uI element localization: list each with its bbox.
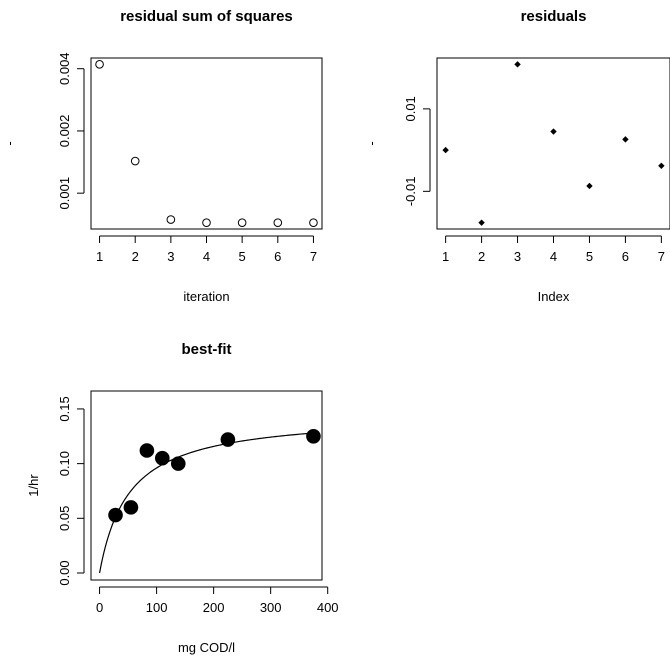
rss-x-tick-label: 1 [96,249,103,264]
bestfit-x-tick-label: 400 [317,600,339,615]
rss-x-tick-label: 6 [274,249,281,264]
residuals-point [586,182,593,190]
rss-x-tick-label: 3 [167,249,174,264]
rss-point [273,218,283,227]
rss-point [95,60,104,69]
rss-points [95,60,318,227]
bestfit-y-axis: 0.00 0.05 0.10 0.15 [57,396,85,586]
bestfit-y-tick-label: 0.00 [57,560,72,585]
bestfit-x-tick-label: 0 [96,600,103,615]
bestfit-fit-curve [98,432,314,574]
bestfit-x-axis-label: mg COD/l [178,640,235,655]
residuals-plot-frame [436,57,670,230]
rss-x-axis: 1 2 3 4 5 6 7 [96,235,317,264]
rss-plot-frame [90,57,323,230]
rss-y-tick-label: 0.002 [57,115,72,148]
rss-point [130,156,140,166]
bestfit-plot-frame [90,390,323,581]
bestfit-y-tick-label: 0.15 [57,396,72,421]
residuals-x-tick-label: 6 [622,249,629,264]
rss-y-axis-label: - [2,141,17,145]
bestfit-panel: best-fit 0 100 200 300 400 mg COD/l 0.00 0.05 0.1… [26,341,339,655]
residuals-x-tick-label: 1 [442,249,449,264]
bestfit-y-tick-label: 0.05 [57,506,72,531]
bestfit-point [108,507,123,523]
residuals-x-tick-label: 4 [550,249,557,264]
rss-x-axis-label: iteration [183,289,229,304]
residuals-point [622,136,629,143]
residuals-points [442,61,665,226]
residuals-point [514,61,521,68]
bestfit-point [220,432,236,447]
rss-point [202,218,211,227]
bestfit-y-tick-label: 0.10 [57,451,72,476]
residuals-x-axis: 1 2 3 4 5 6 7 [442,235,665,264]
rss-y-axis: 0.001 0.002 0.004 [57,52,85,210]
bestfit-point [170,456,186,471]
bestfit-title: best-fit [182,341,232,358]
rss-point [237,218,247,227]
residuals-point [550,128,557,135]
rss-x-tick-label: 7 [310,249,317,264]
rss-x-tick-label: 4 [203,249,210,264]
bestfit-points [108,428,321,523]
rss-title: residual sum of squares [120,8,293,25]
residuals-y-axis-label: - [364,141,379,145]
residuals-panel: residuals 1 2 3 4 5 6 7 Index -0.01 0.01 - [364,8,670,304]
bestfit-point [123,500,139,515]
rss-x-tick-label: 2 [132,249,139,264]
residuals-point [442,146,449,154]
residuals-y-tick-label: -0.01 [403,177,418,207]
bestfit-point [306,428,321,444]
residuals-point [658,162,665,169]
residuals-x-tick-label: 3 [514,249,521,264]
rss-y-tick-label: 0.004 [57,52,72,85]
rss-y-tick-label: 0.001 [57,177,72,210]
residuals-point [478,219,485,226]
rss-panel: residual sum of squares 1 2 3 4 5 6 7 iteration 0… [2,8,323,304]
bestfit-x-tick-label: 200 [203,600,225,615]
bestfit-x-tick-label: 300 [260,600,282,615]
residuals-x-tick-label: 5 [586,249,593,264]
residuals-x-axis-label: Index [538,289,570,304]
bestfit-point [139,443,155,458]
bestfit-x-tick-label: 100 [146,600,168,615]
residuals-y-axis: -0.01 0.01 [403,96,431,207]
rss-point [166,215,176,224]
rss-point [309,218,318,227]
residuals-x-tick-label: 2 [478,249,485,264]
residuals-title: residuals [521,8,587,25]
residuals-x-tick-label: 7 [658,249,665,264]
bestfit-x-axis: 0 100 200 300 400 [96,586,339,615]
bestfit-point [154,450,170,466]
bestfit-y-axis-label: 1/hr [26,474,41,497]
rss-x-tick-label: 5 [239,249,246,264]
residuals-y-tick-label: 0.01 [403,96,418,121]
